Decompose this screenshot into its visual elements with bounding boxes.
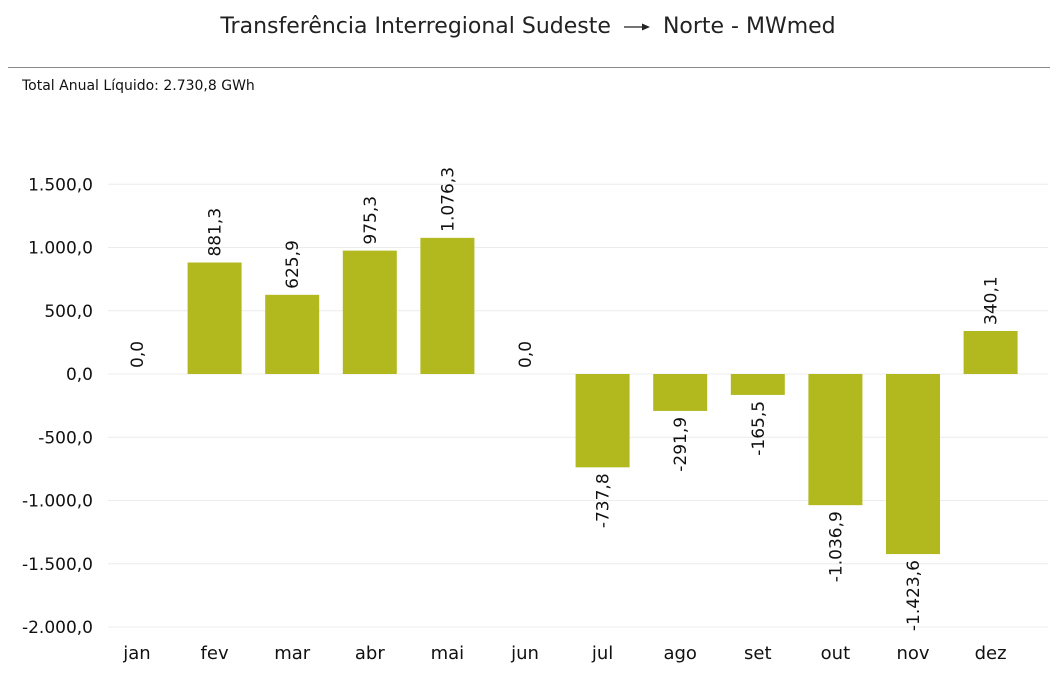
bar-jul — [575, 374, 630, 468]
data-label-nov: -1.423,6 — [904, 560, 924, 631]
x-tick-label: jun — [510, 643, 539, 664]
data-label-mar: 625,9 — [283, 240, 303, 289]
data-label-mai: 1.076,3 — [438, 167, 458, 232]
x-tick-label: jul — [591, 643, 613, 664]
y-tick-label: 1.000,0 — [28, 239, 93, 259]
y-tick-label: 500,0 — [44, 302, 93, 322]
bar-mai — [420, 237, 475, 374]
bar-dez — [963, 330, 1018, 374]
x-tick-label: fev — [201, 643, 229, 664]
data-label-abr: 975,3 — [361, 196, 381, 245]
bar-mar — [265, 294, 320, 374]
x-tick-label: ago — [663, 643, 696, 664]
y-tick-label: -500,0 — [38, 428, 93, 448]
data-label-ago: -291,9 — [671, 417, 691, 472]
y-tick-label: -1.000,0 — [22, 492, 93, 512]
y-tick-label: 0,0 — [66, 365, 93, 385]
bar-abr — [342, 250, 397, 374]
chart-title-right: Norte - MWmed — [662, 14, 836, 39]
y-tick-label: -2.000,0 — [22, 618, 93, 638]
bar-out — [808, 374, 863, 506]
right-arrow-icon — [623, 23, 650, 31]
chart-title-left: Transferência Interregional Sudeste — [220, 14, 611, 39]
x-tick-label: mai — [431, 643, 465, 664]
data-label-fev: 881,3 — [206, 208, 226, 257]
data-label-dez: 340,1 — [982, 276, 1002, 325]
data-label-jan: 0,0 — [128, 341, 148, 368]
data-label-out: -1.036,9 — [826, 511, 846, 582]
annual-total-label: Total Anual Líquido: 2.730,8 GWh — [22, 78, 255, 94]
data-labels: 0,0 881,3 625,9 975,3 1.076,3 0,0 -737,8 -291,9… — [128, 167, 1002, 631]
x-tick-label: jan — [122, 643, 150, 664]
y-axis-ticks: 1.500,0 1.000,0 500,0 0,0 -500,0 -1.000,0 -1.5… — [22, 175, 93, 638]
x-tick-label: abr — [355, 643, 385, 664]
bar-nov — [886, 374, 940, 555]
bar-fev — [187, 262, 242, 374]
x-tick-label: set — [744, 643, 772, 664]
title-divider — [8, 67, 1050, 68]
chart-title: Transferência Interregional Sudeste Nort… — [0, 14, 1056, 39]
bars — [187, 237, 1018, 555]
bar-set — [730, 374, 785, 395]
x-axis-ticks: jan fev mar abr mai jun jul ago set out nov dez — [122, 643, 1006, 664]
x-tick-label: dez — [975, 643, 1007, 664]
y-tick-label: 1.500,0 — [28, 175, 93, 195]
x-tick-label: mar — [274, 643, 311, 664]
y-tick-label: -1.500,0 — [22, 555, 93, 575]
data-label-jul: -737,8 — [594, 473, 614, 528]
x-tick-label: nov — [896, 643, 929, 664]
bar-ago — [653, 374, 708, 411]
data-label-jun: 0,0 — [516, 341, 536, 368]
data-label-set: -165,5 — [749, 401, 769, 456]
x-tick-label: out — [821, 643, 850, 664]
